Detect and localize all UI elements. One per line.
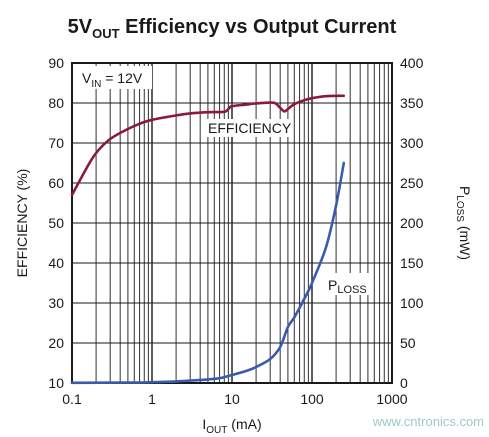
y-left-axis-label: EFFICIENCY (%) — [14, 169, 30, 278]
y-left-tick-label: 90 — [48, 55, 64, 71]
y-right-tick-label: 0 — [400, 375, 408, 391]
plot-frame — [71, 62, 393, 384]
ploss-series-label: PLOSS — [328, 277, 367, 296]
y-right-axis-ticks: 0 50 100 150 200 250 300 350 400 — [400, 55, 424, 391]
y-left-tick-label: 70 — [48, 135, 64, 151]
y-left-tick-label: 20 — [48, 335, 64, 351]
x-tick-label: 100 — [300, 391, 324, 407]
x-label-main: I — [202, 416, 206, 432]
y-right-tick-label: 100 — [400, 295, 424, 311]
x-label-sub: OUT — [206, 425, 227, 436]
y-right-axis-label: PLOSS (mW) — [454, 186, 473, 260]
y-right-label-rest: (mW) — [457, 222, 473, 260]
x-tick-label: 0.1 — [62, 391, 82, 407]
ploss-label-sub: LOSS — [337, 284, 366, 296]
y-left-tick-label: 10 — [48, 375, 64, 391]
chart-title-sub: OUT — [92, 26, 120, 41]
condition-rest: = 12V — [101, 70, 143, 86]
chart-title-rest: Efficiency vs Output Current — [120, 16, 397, 38]
y-left-axis-ticks: 10 20 30 40 50 60 70 80 90 — [48, 55, 64, 391]
x-label-rest: (mA) — [227, 416, 261, 432]
series-lines — [70, 94, 346, 385]
y-right-tick-label: 200 — [400, 215, 424, 231]
y-right-tick-label: 350 — [400, 95, 424, 111]
condition-main: V — [82, 70, 92, 86]
x-tick-label: 1000 — [376, 391, 407, 407]
ploss-label-box — [325, 273, 373, 295]
condition-label: VIN = 12V — [82, 70, 143, 90]
x-axis-label: IOUT (mA) — [202, 416, 261, 436]
y-right-tick-label: 400 — [400, 55, 424, 71]
ploss-line — [70, 161, 346, 385]
y-left-tick-label: 80 — [48, 95, 64, 111]
y-left-tick-label: 30 — [48, 295, 64, 311]
y-right-tick-label: 250 — [400, 175, 424, 191]
chart-title: 5VOUT Efficiency vs Output Current — [68, 16, 397, 41]
y-left-tick-label: 40 — [48, 255, 64, 271]
efficiency-label-box — [205, 119, 290, 137]
y-right-label-main: P — [457, 186, 473, 195]
y-left-tick-label: 50 — [48, 215, 64, 231]
ploss-label-main: P — [328, 277, 337, 293]
chart-title-main: 5V — [68, 16, 93, 38]
y-left-tick-label: 60 — [48, 175, 64, 191]
condition-sub: IN — [91, 79, 101, 90]
efficiency-series-label: EFFICIENCY — [208, 120, 292, 136]
x-tick-label: 10 — [224, 391, 240, 407]
y-right-tick-label: 150 — [400, 255, 424, 271]
watermark: www.cntronics.com — [372, 414, 484, 429]
y-right-tick-label: 300 — [400, 135, 424, 151]
x-axis-ticks: 0.1 1 10 100 1000 — [62, 391, 408, 407]
efficiency-line — [70, 94, 346, 197]
x-tick-label: 1 — [148, 391, 156, 407]
y-right-tick-label: 50 — [400, 335, 416, 351]
condition-box — [78, 66, 152, 89]
y-right-label-sub: LOSS — [454, 195, 465, 222]
grid — [72, 63, 392, 383]
